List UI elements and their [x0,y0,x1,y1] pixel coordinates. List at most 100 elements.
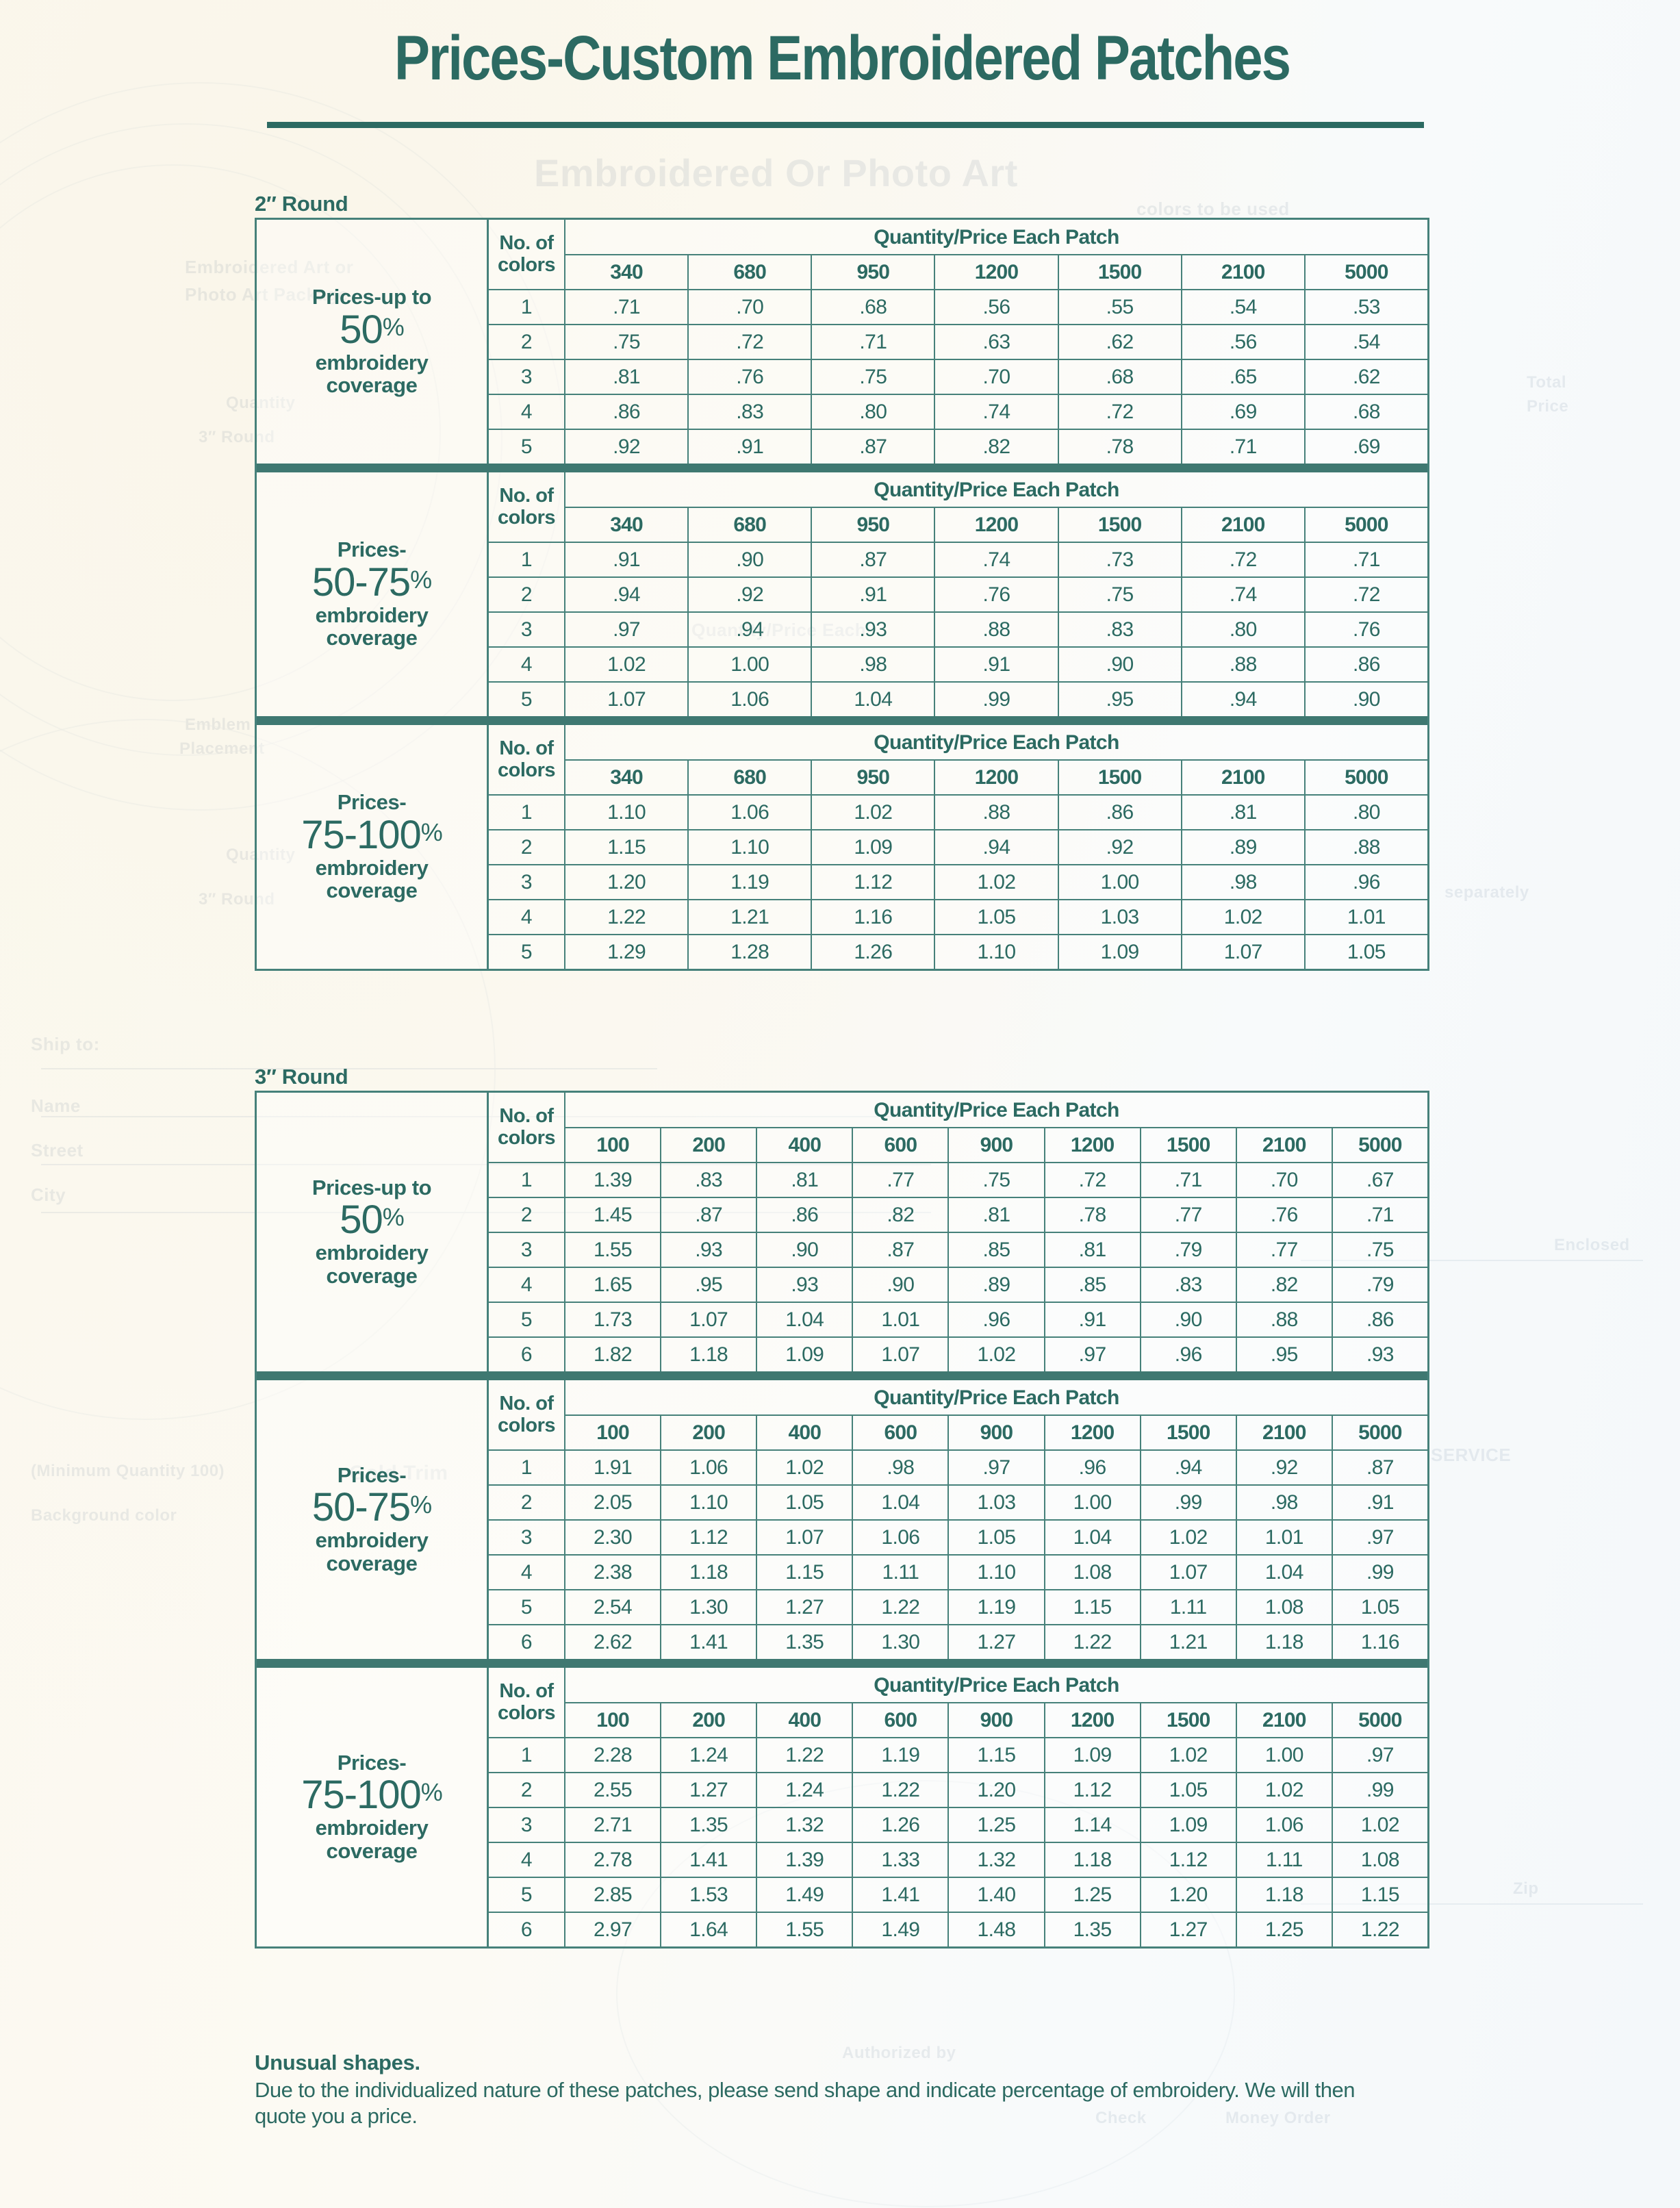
price-cell: .55 [1059,290,1182,324]
quantity-column-label: 2100 [1237,1416,1333,1449]
percent-sign-icon: % [410,566,432,594]
price-cell: 1.21 [689,900,813,934]
table-row: 5 2.54 1.30 1.27 1.22 1.19 1.15 1.11 1.08 1.05 [489,1589,1427,1624]
price-grid: No. of colors Quantity/Price Each Patch 100… [489,1380,1427,1659]
price-cell: 1.41 [661,1843,758,1877]
row-color-count: 2 [489,578,565,611]
row-price-cells: .97.94.93.88.83.80 .76 [565,613,1427,646]
row-price-cells: 1.10 1.06 1.02.88.86.81 .80 [565,796,1427,829]
price-cell: 1.25 [949,1808,1045,1842]
price-cell: 1.26 [812,935,936,969]
price-cell: .75 [812,360,936,394]
row-color-count: 3 [489,360,565,394]
coverage-label-prefix: Prices- [337,790,407,815]
row-price-cells: 1.65.95.93.90.89.85.83.82 .79 [565,1268,1427,1302]
price-grid: No. of colors Quantity/Price Each Patch 100… [489,1668,1427,1946]
price-cell: 1.41 [853,1878,950,1912]
price-cell: 1.03 [1059,900,1182,934]
price-cell: .81 [757,1163,854,1197]
price-cell: 1.12 [1141,1843,1237,1877]
quantity-column-label: 950 [812,255,936,289]
row-price-cells: 1.39.83.81.77.75.72.71.70 .67 [565,1163,1427,1197]
price-cell: 1.02 [935,865,1059,899]
quantity-column-label: 100 [565,1703,662,1737]
price-cell: .98 [853,1451,950,1484]
price-cell: 1.15 [565,830,689,864]
table-row: 3 1.20 1.19 1.12 1.02 1.00.98 .96 [489,864,1427,899]
row-color-count: 5 [489,935,565,969]
row-price-cells: 1.82 1.18 1.09 1.07 1.02.97.96.95 .93 [565,1338,1427,1371]
coverage-block: Prices- 50-75% embroidery coverage No. of col… [257,1380,1427,1659]
price-cell: .85 [949,1233,1045,1267]
price-cell: 1.19 [949,1590,1045,1624]
coverage-label-prefix: Prices- [337,1750,407,1775]
price-cell: 1.24 [661,1738,758,1772]
row-price-cells: .71.70.68.56.55.54 .53 [565,290,1427,324]
price-cell: .98 [812,648,936,681]
price-cell: .77 [1141,1198,1237,1232]
coverage-label-line1: embroidery [315,602,429,627]
price-cell: 1.05 [1360,1596,1400,1619]
price-grid-header: No. of colors Quantity/Price Each Patch 340… [489,472,1427,542]
row-price-cells: 1.91 1.06 1.02.98.97.96.94.92 .87 [565,1451,1427,1484]
price-cell: .97 [1366,1526,1395,1549]
price-cell: .87 [812,543,936,576]
price-cell: .77 [853,1163,950,1197]
price-cell: .69 [1352,435,1381,458]
quantity-column-label: 200 [661,1703,758,1737]
price-cell: 1.18 [1237,1878,1333,1912]
row-color-count: 2 [489,1773,565,1807]
price-cell: .85 [1045,1268,1141,1302]
price-cell: 2.28 [565,1738,662,1772]
price-cell: 1.00 [1059,865,1182,899]
price-cell: .72 [1045,1163,1141,1197]
price-cell: 1.02 [1141,1738,1237,1772]
price-cell: 1.91 [565,1451,662,1484]
price-cell: .91 [812,578,936,611]
row-price-cells: 2.97 1.64 1.55 1.49 1.48 1.35 1.27 1.25 1.22 [565,1913,1427,1946]
price-cell: .80 [1182,613,1306,646]
no-of-colors-header: No. of colors [489,1668,565,1737]
price-table-2in-round: Prices-up to 50% embroidery coverage No. of c… [255,218,1429,971]
quantity-column-label: 340 [565,761,689,794]
price-cell: 1.10 [935,935,1059,969]
no-of-colors-line2: colors [497,1126,556,1149]
quantity-column-label: 600 [853,1703,950,1737]
quantity-column-label: 340 [565,255,689,289]
price-cell: 1.08 [1045,1556,1141,1589]
price-cell: 1.25 [1237,1913,1333,1946]
price-cell: 1.06 [689,796,813,829]
price-cell: 1.20 [949,1773,1045,1807]
table-row: 3 2.30 1.12 1.07 1.06 1.05 1.04 1.02 1.01 .97 [489,1519,1427,1554]
coverage-percent: 50% [340,307,405,352]
price-cell: 1.04 [1237,1556,1333,1589]
footnote-body: Due to the individualized nature of thes… [255,2078,1356,2129]
coverage-percent: 75-100% [301,812,443,857]
row-color-count: 1 [489,796,565,829]
title-underline-rule [267,122,1424,128]
price-cell: .82 [935,430,1059,464]
coverage-percent: 50% [340,1197,405,1243]
price-cell: 1.00 [1237,1738,1333,1772]
price-cell: .76 [689,360,813,394]
price-cell: .56 [1182,325,1306,359]
price-cell: .78 [1045,1198,1141,1232]
price-cell: .92 [565,430,689,464]
price-cell: .74 [1182,578,1306,611]
no-of-colors-line1: No. of [499,1392,554,1414]
price-cell: 1.19 [853,1738,950,1772]
price-cell: 1.45 [565,1198,662,1232]
price-cell: .93 [1366,1343,1395,1366]
quantity-column-label: 5000 [1345,766,1388,789]
price-cell: 1.27 [1141,1913,1237,1946]
quantity-column-label: 340 [565,508,689,542]
price-cell: 1.02 [1182,900,1306,934]
row-color-count: 2 [489,1486,565,1519]
price-cell: .92 [1059,830,1182,864]
price-grid: No. of colors Quantity/Price Each Patch 340… [489,725,1427,969]
quantity-header: Quantity/Price Each Patch 100 200 400 600 900… [565,1668,1427,1737]
price-cell: 1.09 [757,1338,854,1371]
table-row: 5 1.73 1.07 1.04 1.01.96.91.90.88 .86 [489,1302,1427,1336]
quantity-column-label: 1500 [1059,761,1182,794]
no-of-colors-line2: colors [497,506,556,529]
